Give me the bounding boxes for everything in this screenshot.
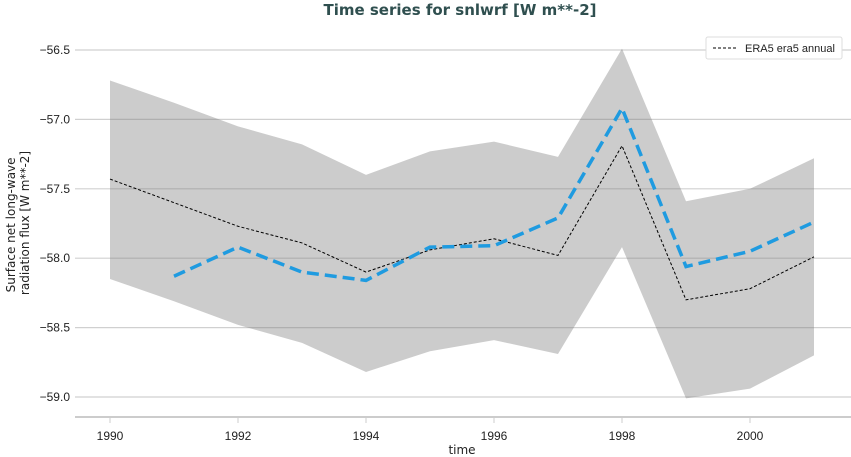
chart-title: Time series for snlwrf [W m**-2] (323, 1, 596, 19)
y-tick-label: −58.5 (40, 321, 71, 335)
x-axis-label: time (448, 443, 475, 457)
y-tick-label: −57.0 (40, 112, 71, 126)
series-line-era5 (109, 144, 815, 301)
uncertainty-band (110, 48, 814, 399)
legend: ERA5 era5 annual (705, 36, 843, 60)
y-tick-label: −58.0 (40, 251, 71, 265)
x-tick-label: 1994 (353, 429, 380, 443)
x-tick-label: 1996 (481, 429, 508, 443)
y-axis-label: Surface net long-wave radiation flux [W … (4, 151, 32, 295)
series-line-blue (173, 104, 815, 283)
y-axis-label-line-1: Surface net long-wave (4, 157, 18, 292)
x-tick-label: 1990 (97, 429, 124, 443)
x-tick-label: 2000 (737, 429, 764, 443)
y-tick-label: −57.5 (40, 182, 71, 196)
x-tick-label: 1992 (225, 429, 252, 443)
y-tick-label: −56.5 (40, 43, 71, 57)
y-tick-label: −59.0 (40, 390, 71, 404)
x-tick-label: 1998 (609, 429, 636, 443)
legend-label: ERA5 era5 annual (745, 43, 835, 55)
y-axis-label-line-2: radiation flux [W m**-2] (18, 151, 32, 295)
legend-box (705, 36, 843, 60)
